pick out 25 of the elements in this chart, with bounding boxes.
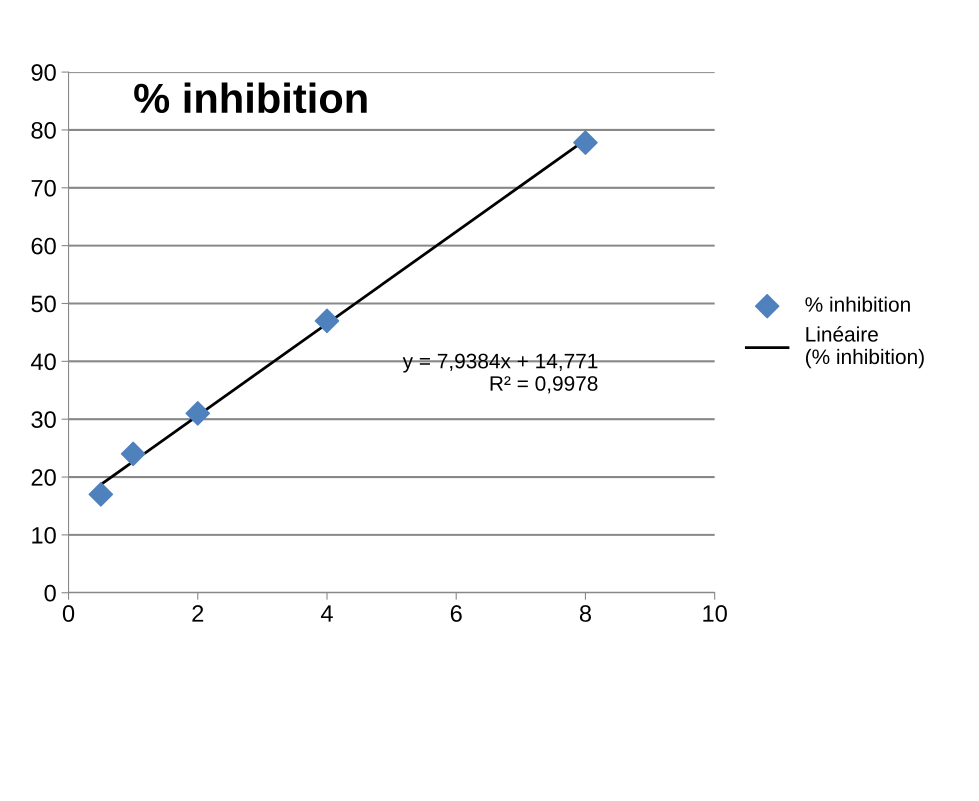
y-tick-label: 70 <box>32 180 56 197</box>
point <box>88 482 114 507</box>
legend-label: Linéaire (% inhibition) <box>806 326 924 368</box>
y-tick-label: 30 <box>31 411 56 428</box>
y-tick-label: 0 <box>44 584 56 602</box>
y-tick-label: 60 <box>32 238 56 254</box>
legend-label: % inhibition <box>805 296 910 312</box>
y-tick-label: 80 <box>31 122 56 139</box>
y-tick-label: 50 <box>31 296 56 312</box>
y-tick-label: 20 <box>32 469 56 486</box>
chart-title: % inhibition <box>134 82 367 114</box>
x-tick-label: 4 <box>320 605 333 622</box>
annotation: y = 7,9384x + 14,771 R² = 0,9978 <box>402 354 598 394</box>
point <box>120 442 146 466</box>
y-tick-label: 40 <box>31 353 56 370</box>
point <box>185 401 210 426</box>
x-tick-label: 8 <box>580 605 591 622</box>
x-tick-label: 0 <box>62 605 74 622</box>
y-tick-label: 90 <box>32 64 56 81</box>
point <box>314 308 340 334</box>
x-tick-label: 2 <box>192 605 204 622</box>
point <box>573 130 598 155</box>
x-tick-label: 10 <box>703 605 727 622</box>
x-tick-label: 6 <box>450 605 462 622</box>
y-tick-label: 10 <box>32 526 56 544</box>
